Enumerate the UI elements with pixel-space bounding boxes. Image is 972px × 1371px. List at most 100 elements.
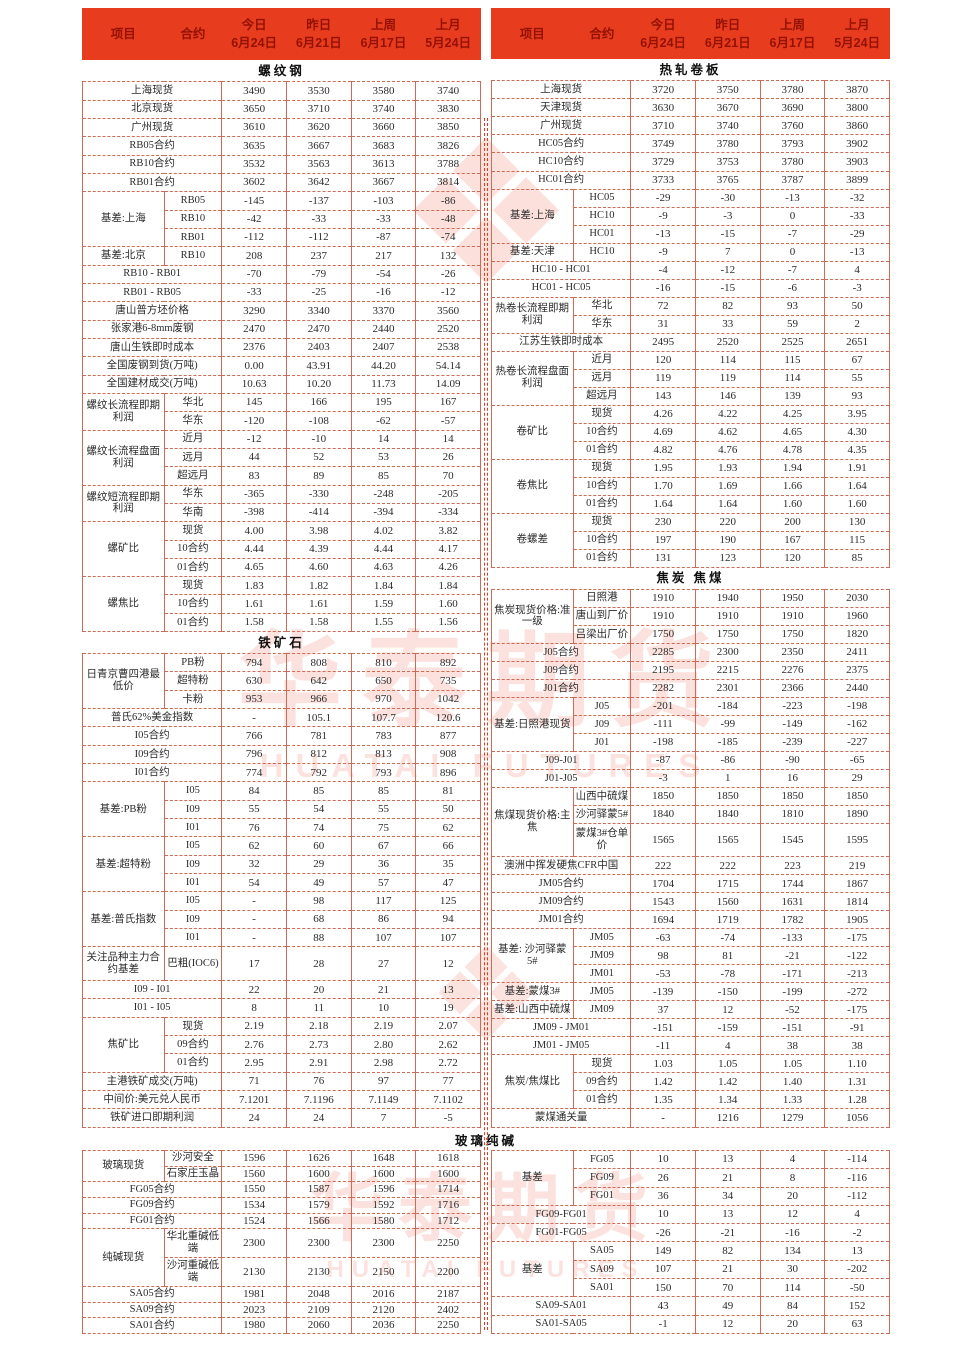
value-cell: 3340 (285, 301, 352, 321)
value-cell: -33 (221, 282, 287, 303)
value-cell: 3660 (350, 117, 417, 138)
table-row: 华东 31 33 59 2 (492, 314, 890, 334)
value-cell: - (221, 891, 287, 911)
value-cell: 13 (415, 980, 481, 1000)
table-row: 广州现货 3610 3620 3660 3850 (81, 117, 481, 138)
value-cell: 115 (824, 530, 890, 550)
value-cell: 29 (824, 768, 890, 789)
value-cell: 2300 (694, 642, 761, 662)
value-cell: 20 (759, 1186, 826, 1206)
value-cell: 970 (350, 689, 417, 710)
value-cell: -15 (694, 278, 761, 298)
value-cell: 3290 (221, 301, 287, 321)
value-cell: 3563 (285, 154, 352, 174)
contract-label: RB05 (163, 191, 223, 211)
item-label: 基差:上海 (82, 191, 165, 248)
table-row: 基差:上海 HC05 -29 -30 -13 -32 (491, 188, 890, 244)
value-cell: 3860 (824, 116, 890, 136)
table-row: 螺纹长流程盘面利润 近月 -12 -10 14 14 (82, 429, 481, 486)
value-cell: 3720 (630, 80, 696, 100)
value-cell: 7 (694, 242, 761, 262)
value-cell: 2.80 (350, 1035, 417, 1055)
table-row: HC10 -9 -3 0 -33 (492, 206, 890, 226)
table-row: 石家庄玉晶 1560 1600 1600 1600 (83, 1165, 481, 1183)
value-cell: -16 (759, 1223, 826, 1243)
item-label: 纯碱现货 (82, 1228, 165, 1287)
table-row: 远月 44 52 53 26 (83, 447, 481, 468)
value-cell: -11 (630, 1036, 696, 1056)
table-row: 超远月 83 89 85 70 (83, 466, 481, 486)
value-cell: 810 (350, 653, 417, 673)
value-cell: 2301 (694, 678, 761, 698)
value-cell: 3780 (759, 152, 826, 172)
value-cell: 4.65 (759, 422, 826, 442)
value-cell: 67 (350, 836, 417, 856)
value-cell: 94 (415, 909, 481, 930)
value-cell: 1890 (824, 805, 890, 825)
contract-label: FG01 (572, 1186, 632, 1206)
table-row: 焦炭/焦煤比 现货 1.03 1.05 1.05 1.10 (491, 1054, 890, 1110)
value-cell: 1.60 (759, 494, 826, 514)
value-cell: 1.94 (759, 458, 826, 478)
value-cell: 1.64 (694, 494, 761, 514)
item-label: 中间价:美元兑人民币 (81, 1090, 223, 1110)
value-cell: 85 (824, 548, 890, 568)
value-cell: 2048 (285, 1285, 352, 1303)
table-hrc-coke-coal: 项目 合约 今日 6月24日 昨日 6月21日 上周 6月17日 上月 5月24日 热轧卷板 上海现货… (490, 7, 890, 1128)
value-cell: -5 (415, 1108, 481, 1128)
table-row: FG09合约 1534 1579 1592 1716 (81, 1196, 481, 1214)
value-cell: 3850 (415, 117, 481, 138)
item-label: FG05合约 (81, 1181, 223, 1198)
item-label: 北京现货 (81, 99, 223, 119)
contract-column-header: 合约 (163, 7, 223, 61)
value-cell: 4 (759, 1149, 826, 1170)
contract-label: 现货 (163, 521, 223, 541)
value-cell: -3 (694, 206, 761, 226)
date-column-header: 昨日 6月21日 (694, 7, 761, 60)
contract-label: 01合约 (163, 557, 223, 578)
table-row: JM01合约 1694 1719 1782 1905 (490, 910, 890, 930)
contract-label: 10合约 (163, 594, 223, 614)
value-cell: -198 (630, 732, 696, 752)
value-cell: 14.09 (415, 374, 481, 394)
value-cell: 10 (630, 1149, 696, 1170)
value-cell: - (221, 708, 287, 728)
value-cell: 1534 (221, 1196, 287, 1214)
value-cell: 1810 (759, 805, 826, 825)
section-row: 铁矿石 (83, 632, 481, 654)
value-cell: 54.14 (415, 356, 481, 376)
value-cell: 2.19 (221, 1016, 287, 1037)
value-cell: 4.26 (415, 557, 481, 578)
value-cell: -54 (350, 264, 417, 284)
table-row: FG05合约 1550 1587 1596 1714 (81, 1181, 481, 1198)
item-label: SA09合约 (81, 1301, 223, 1319)
value-cell: 114 (694, 350, 761, 370)
value-cell: 1940 (694, 588, 761, 608)
table-row: 铁矿进口即期利润 24 24 7 -5 (81, 1108, 481, 1128)
value-cell: 781 (285, 726, 352, 746)
value-cell: 1596 (350, 1181, 417, 1198)
value-cell: 2525 (759, 332, 826, 352)
item-label: SA01-SA05 (490, 1314, 632, 1335)
table-row: 螺矿比 现货 4.00 3.98 4.02 3.82 (82, 521, 481, 578)
value-cell: 7.1149 (350, 1090, 417, 1110)
value-cell: 223 (759, 856, 826, 876)
item-label: 张家港6-8mm废钢 (81, 319, 223, 339)
table-row: 全国废钢到货(万吨) 0.00 43.91 44.20 54.14 (81, 356, 481, 376)
value-cell: -112 (221, 227, 287, 248)
value-cell: 3733 (630, 170, 696, 190)
value-cell: 4.26 (630, 404, 696, 424)
item-label: 唐山生铁即时成本 (81, 337, 223, 358)
value-cell: 1524 (221, 1212, 287, 1230)
value-cell: 0 (759, 242, 826, 262)
value-cell: 4.39 (285, 539, 352, 559)
value-cell: -9 (630, 206, 696, 226)
value-cell: 3729 (630, 152, 696, 172)
value-cell: 1.58 (221, 612, 287, 633)
item-label: 基差:山西中硫煤 (491, 1000, 574, 1020)
table-row: 01合约 4.65 4.60 4.63 4.26 (83, 557, 481, 578)
value-cell: -15 (694, 224, 761, 244)
table-rebar-ironore: 项目 合约 今日 6月24日 昨日 6月21日 上周 6月17日 上月 5月24日 螺纹钢 上海现货 3… (81, 7, 481, 1128)
table-row: SA09 107 21 30 -202 (492, 1259, 890, 1280)
value-cell: 146 (694, 386, 761, 406)
